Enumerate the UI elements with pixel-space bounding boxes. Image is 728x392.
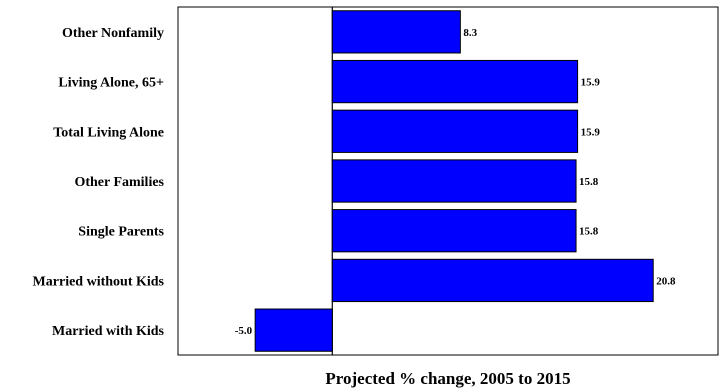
value-label-5: 20.8 — [656, 275, 676, 287]
bar-6 — [254, 308, 333, 352]
bar-4 — [331, 209, 577, 253]
plot-frame — [177, 6, 719, 356]
value-label-4: 15.8 — [579, 226, 599, 238]
category-label-5: Married without Kids — [33, 274, 165, 289]
value-label-0: 8.3 — [463, 27, 477, 39]
x-axis-title: Projected % change, 2005 to 2015 — [325, 369, 570, 388]
value-label-2: 15.9 — [581, 126, 601, 138]
bars-group — [254, 10, 654, 352]
category-label-1: Living Alone, 65+ — [58, 76, 164, 91]
category-label-6: Married with Kids — [52, 324, 165, 339]
bar-0 — [331, 10, 461, 54]
bar-5 — [331, 258, 654, 303]
category-label-2: Total Living Alone — [53, 125, 164, 140]
bar-1 — [331, 59, 579, 104]
category-label-3: Other Families — [74, 175, 164, 190]
value-label-6: -5.0 — [235, 325, 253, 337]
category-label-0: Other Nonfamily — [62, 26, 164, 41]
bar-3 — [331, 159, 577, 203]
bar-2 — [331, 109, 579, 153]
value-label-1: 15.9 — [581, 77, 601, 89]
category-label-4: Single Parents — [78, 225, 164, 240]
labels-group: Other Nonfamily 8.3 Living Alone, 65+ 15.9 T… — [33, 26, 676, 339]
value-label-3: 15.8 — [579, 176, 599, 188]
